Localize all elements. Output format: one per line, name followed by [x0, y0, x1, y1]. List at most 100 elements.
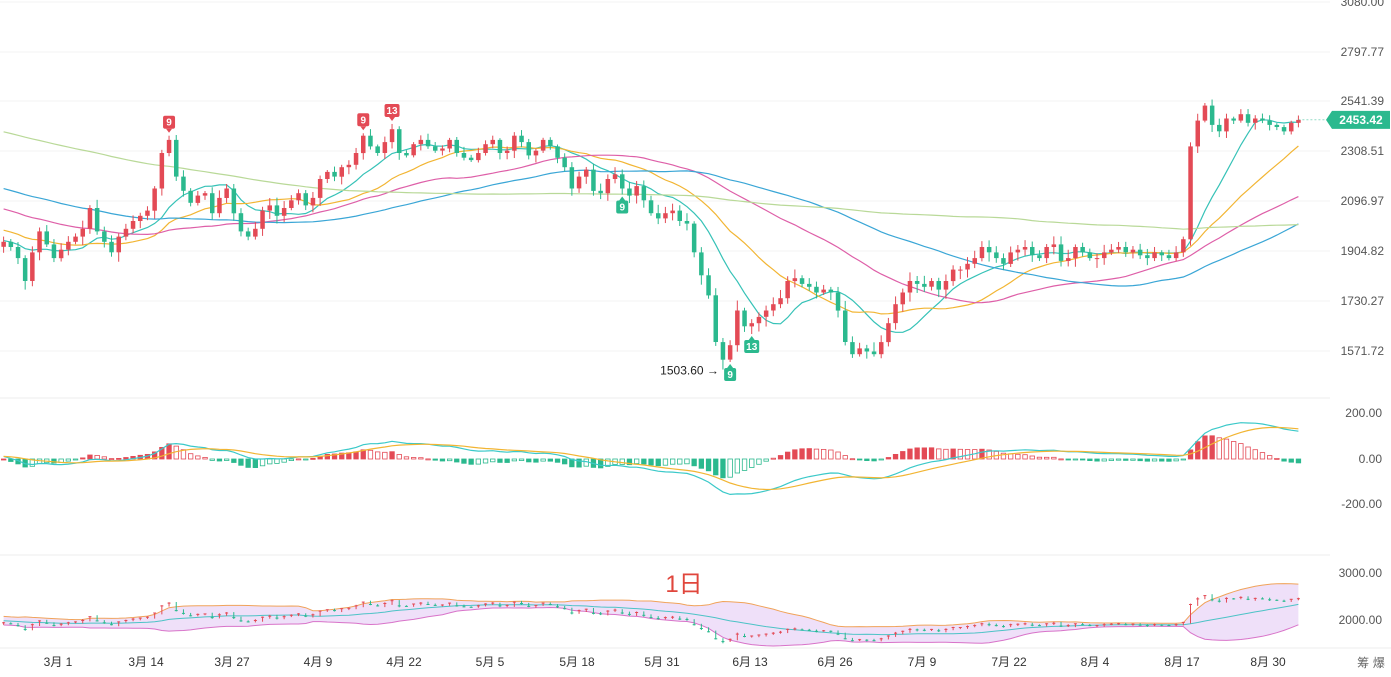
candle-body: [1224, 118, 1229, 132]
candle-up: [1051, 236, 1057, 255]
candle-body: [814, 286, 819, 293]
sell-marker: 9: [163, 115, 176, 133]
candle-down: [22, 255, 28, 290]
candle-down: [1123, 241, 1128, 257]
candle-up: [361, 133, 366, 160]
candle-up: [958, 266, 963, 280]
candle-down: [1166, 249, 1172, 261]
candle-body: [1188, 146, 1193, 240]
candle-body: [159, 153, 165, 189]
candle-down: [231, 183, 237, 221]
candle-body: [389, 129, 395, 143]
candle-body: [317, 179, 323, 198]
candle-body: [15, 247, 21, 259]
candle-up: [1253, 115, 1258, 130]
candle-body: [87, 208, 93, 229]
candle-up: [346, 160, 352, 175]
macd-histogram-bar: [1087, 458, 1093, 462]
candle-up: [771, 297, 776, 317]
candle-down: [8, 239, 14, 251]
macd-histogram-bar: [1101, 458, 1107, 462]
macd-histogram-bar: [475, 458, 482, 465]
candle-up: [1102, 244, 1107, 265]
macd-histogram-bar: [914, 447, 920, 460]
macd-histogram-bar: [288, 458, 295, 462]
candle-down: [684, 213, 690, 231]
band-lower-line: [3, 606, 1299, 647]
date-axis-label: 5月 5: [476, 655, 505, 669]
candle-up: [37, 227, 42, 261]
macd-histogram-bar: [497, 458, 503, 463]
candle-body: [1195, 120, 1200, 147]
macd-histogram-bar: [979, 448, 985, 460]
macd-histogram-bar: [216, 458, 223, 462]
candle-up: [1116, 241, 1121, 253]
candle-body: [533, 150, 539, 156]
macd-histogram-bar: [468, 458, 474, 465]
macd-histogram-bar: [116, 457, 122, 460]
candle-down: [850, 336, 855, 358]
macd-histogram-bar: [741, 458, 748, 471]
macd-histogram-bar: [1094, 458, 1100, 462]
macd-histogram-bar: [648, 458, 654, 466]
candle-body: [468, 157, 474, 161]
candle-body: [145, 210, 150, 216]
marker-pointer: [727, 363, 734, 368]
macd-histogram-bar: [813, 448, 820, 460]
candle-up: [490, 135, 495, 149]
candle-down: [433, 142, 438, 153]
candle-down: [1281, 124, 1287, 135]
date-axis-label: 5月 18: [559, 655, 595, 669]
macd-histogram-bar: [295, 458, 302, 461]
macd-histogram-bar: [1274, 457, 1280, 460]
candle-body: [483, 144, 488, 153]
macd-histogram-bar: [1159, 458, 1165, 462]
candle-body: [1044, 247, 1049, 259]
price-axis-label: 2096.97: [1341, 194, 1385, 208]
candle-body: [1066, 258, 1071, 261]
macd-histogram-bar: [324, 453, 331, 460]
candle-body: [1015, 249, 1021, 253]
date-axis-label: 8月 4: [1081, 655, 1110, 669]
candle-down: [936, 277, 941, 298]
candle-body: [1217, 124, 1222, 132]
date-axis-label: 6月 26: [817, 655, 853, 669]
candle-body: [555, 146, 560, 158]
marker-pointer: [389, 116, 396, 121]
macd-histogram-bar: [799, 448, 805, 460]
candle-up: [440, 145, 445, 156]
corner-label[interactable]: 筹 爆: [1357, 656, 1385, 670]
candle-body: [138, 215, 143, 221]
candle-body: [224, 188, 229, 198]
candle-body: [850, 342, 855, 355]
candle-up: [778, 289, 783, 309]
macd-histogram-bar: [367, 449, 374, 460]
macd-histogram-bar: [892, 453, 899, 460]
candle-up: [476, 147, 481, 163]
price-axis-label: 2541.39: [1341, 94, 1385, 108]
macd-histogram-bar: [950, 448, 956, 460]
candle-up: [893, 296, 898, 330]
candle-body: [504, 150, 510, 153]
macd-histogram-bar: [562, 458, 568, 465]
candle-body: [965, 263, 970, 270]
macd-histogram-bar: [770, 457, 776, 460]
candle-body: [727, 345, 733, 360]
macd-histogram-bar: [705, 458, 712, 472]
candle-up: [900, 288, 905, 312]
candle-body: [8, 241, 14, 247]
candle-down: [1274, 123, 1280, 131]
macd-histogram-bar: [108, 458, 115, 461]
candle-down: [94, 199, 100, 235]
candle-down: [620, 169, 625, 195]
macd-histogram-bar: [857, 458, 863, 461]
date-axis-label: 8月 17: [1164, 655, 1200, 669]
macd-histogram-bar: [1238, 443, 1244, 460]
candle-body: [440, 148, 445, 151]
candle-body: [1109, 249, 1114, 253]
macd-histogram-bar: [202, 456, 208, 460]
candle-up: [634, 180, 639, 204]
period-label[interactable]: 1日: [665, 571, 702, 598]
candle-down: [1030, 241, 1035, 262]
